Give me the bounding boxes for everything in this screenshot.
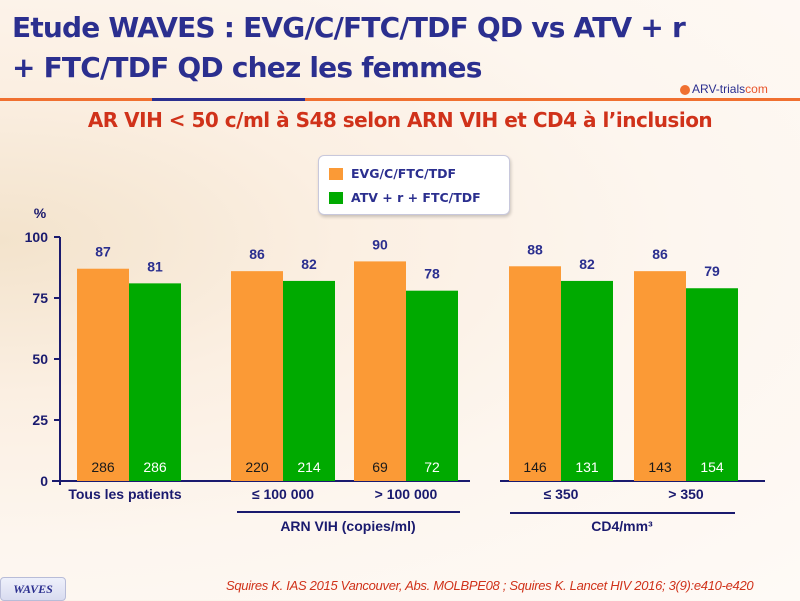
value-label: 87 — [95, 244, 111, 260]
category-label: ≤ 100 000 — [252, 486, 314, 502]
value-label: 82 — [579, 256, 595, 272]
arv-trials-logo: ARV-trialscom — [680, 82, 768, 96]
y-axis-label: % — [34, 205, 47, 221]
pill-icon — [680, 84, 690, 95]
n-label: 214 — [297, 459, 321, 475]
legend-swatch-green — [329, 191, 343, 204]
bar-atv — [283, 280, 335, 481]
slide-title: Etude WAVES : EVG/C/FTC/TDF QD vs ATV + … — [12, 8, 686, 88]
bar-evg — [231, 271, 283, 481]
n-label: 286 — [143, 459, 167, 475]
category-label: > 100 000 — [375, 486, 438, 502]
category-label: ≤ 350 — [544, 486, 579, 502]
category-label: > 350 — [668, 486, 704, 502]
group-label-cd4: CD4/mm³ — [591, 518, 653, 534]
legend-item-series1: EVG/C/FTC/TDF — [329, 166, 456, 181]
title-line-1: Etude WAVES : EVG/C/FTC/TDF QD vs ATV + … — [12, 11, 686, 44]
y-tick-label: 50 — [32, 351, 48, 367]
bar-atv — [561, 280, 613, 481]
n-label: 286 — [91, 459, 115, 475]
value-label: 88 — [527, 241, 543, 257]
bar-atv — [686, 288, 738, 481]
bar-evg — [77, 268, 129, 481]
n-label: 143 — [648, 459, 672, 475]
n-label: 146 — [523, 459, 547, 475]
chart-subtitle: AR VIH < 50 c/ml à S48 selon ARN VIH et … — [87, 108, 713, 132]
n-label: 72 — [424, 459, 440, 475]
category-label: Tous les patients — [68, 486, 182, 502]
y-tick-label: 100 — [25, 229, 49, 245]
value-label: 79 — [704, 263, 720, 279]
chart-legend: EVG/C/FTC/TDF ATV + r + FTC/TDF — [318, 155, 510, 215]
value-label: 90 — [372, 236, 388, 252]
value-label: 78 — [424, 266, 440, 282]
reference-citation: Squires K. IAS 2015 Vancouver, Abs. MOLB… — [226, 578, 754, 593]
n-label: 131 — [575, 459, 599, 475]
n-label: 154 — [700, 459, 724, 475]
title-separator — [0, 98, 800, 101]
n-label: 220 — [245, 459, 269, 475]
legend-item-series2: ATV + r + FTC/TDF — [329, 190, 481, 205]
bar-evg — [634, 271, 686, 481]
n-label: 69 — [372, 459, 388, 475]
study-badge: WAVES — [0, 577, 66, 601]
value-label: 86 — [249, 246, 265, 262]
legend-swatch-orange — [329, 167, 343, 180]
value-label: 86 — [652, 246, 668, 262]
value-label: 82 — [301, 256, 317, 272]
bar-evg — [509, 266, 561, 481]
y-tick-label: 75 — [32, 290, 48, 306]
bar-evg — [354, 261, 406, 481]
y-tick-label: 0 — [40, 473, 48, 489]
value-label: 81 — [147, 258, 163, 274]
y-tick-label: 25 — [32, 412, 48, 428]
bar-atv — [129, 283, 181, 481]
bar-atv — [406, 290, 458, 481]
title-line-2: + FTC/TDF QD chez les femmes — [12, 51, 482, 84]
group-label-arn: ARN VIH (copies/ml) — [280, 518, 415, 534]
